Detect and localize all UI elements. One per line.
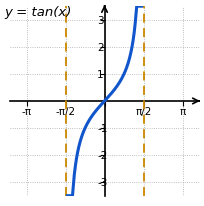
Text: y = tan(x): y = tan(x): [4, 6, 71, 19]
